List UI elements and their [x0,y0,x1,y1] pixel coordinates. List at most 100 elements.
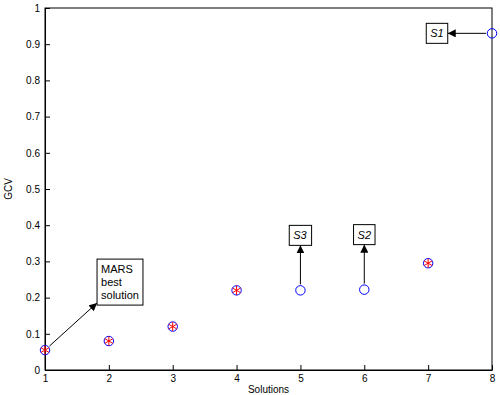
point [232,286,241,295]
y-tick: 0.7 [26,111,50,122]
point [360,285,369,294]
y-tick: 0.2 [26,292,50,303]
x-tick-mark [300,365,301,370]
annotation-box [289,225,311,245]
x-tick: 7 [426,365,432,384]
annotation-arrow [49,303,97,346]
y-tick: 0.8 [26,75,50,86]
x-axis: 1 2 3 4 5 6 7 8 [43,365,496,384]
x-tick-mark [109,365,110,370]
point [104,336,113,345]
x-tick-mark [364,365,365,370]
point [40,345,49,354]
annotations: MARSbestsolution S3 S2 S1 [49,23,486,346]
y-tick-label: 0.8 [26,75,40,86]
y-axis: 0 0.1 0.2 0.3 0.4 0.5 0.6 0.7 0.8 0.9 1 [26,3,50,376]
annotation-line: best [101,276,122,288]
y-axis-title: GCV [3,178,14,200]
x-tick-label: 1 [43,373,49,384]
y-tick-label: 0.1 [26,329,40,340]
x-tick-label: 4 [234,373,240,384]
y-tick-label: 0.3 [26,256,40,267]
annotation: S2 [354,225,375,284]
y-tick-mark [45,117,50,118]
x-tick-mark [428,365,429,370]
series [40,29,496,355]
marks [40,29,496,355]
x-tick-label: 5 [298,373,304,384]
annotation-arrow [300,245,301,284]
y-tick-mark [45,153,50,154]
x-tick-label: 8 [490,373,496,384]
x-tick-label: 7 [426,373,432,384]
x-tick: 2 [107,365,113,384]
chart: 1 2 3 4 5 6 7 8 0 0.1 0.2 0.3 0.4 0.5 0.6 0.7 0.8 0.9 1 MAR… [0,0,500,395]
x-tick-label: 3 [170,373,176,384]
y-tick: 0.1 [26,329,50,340]
y-tick-label: 0.5 [26,184,40,195]
annotation-text: S3 [293,229,307,241]
y-tick: 0.6 [26,148,50,159]
y-tick-mark [45,189,50,190]
y-tick-mark [45,261,50,262]
x-axis-title: Solutions [248,384,289,395]
point [424,259,432,268]
x-axis-line [46,370,493,371]
annotation-arrow [448,33,486,34]
point [41,345,49,354]
y-tick: 0.3 [26,256,50,267]
y-tick-mark [45,298,50,299]
x-tick: 6 [362,365,368,384]
y-tick-mark [45,44,50,45]
annotation-text: MARSbestsolution [101,263,139,301]
x-tick-mark [237,365,238,370]
y-tick-label: 0.4 [26,220,40,231]
y-tick-mark [45,370,50,371]
annotation-line: MARS [101,263,133,275]
y-tick-label: 1 [34,3,40,14]
x-tick-mark [492,365,493,370]
x-tick: 8 [490,365,496,384]
y-tick-label: 0 [34,365,40,376]
x-tick: 3 [170,365,176,384]
y-tick-label: 0.6 [26,148,40,159]
y-tick: 0 [34,365,50,376]
y-tick: 1 [34,3,50,14]
annotation-text: S2 [358,229,371,241]
x-tick-mark [173,365,174,370]
annotation-arrow [364,245,365,284]
series [41,259,432,355]
x-tick-label: 2 [107,373,113,384]
y-tick-label: 0.2 [26,292,40,303]
annotation: S1 [426,23,486,43]
point [168,322,177,331]
x-tick: 4 [234,365,240,384]
x-tick-label: 6 [362,373,368,384]
annotation-text: S1 [430,27,443,39]
point [487,29,496,38]
point [423,258,432,267]
point [296,286,305,295]
y-tick-label: 0.9 [26,39,40,50]
plot-frame [45,8,492,370]
y-tick: 0.4 [26,220,50,231]
x-tick: 5 [298,365,304,384]
annotation: S3 [289,225,311,284]
y-tick: 0.9 [26,39,50,50]
annotation-line: S1 [430,27,443,39]
y-tick-mark [45,8,50,9]
annotation: MARSbestsolution [49,259,143,346]
point [169,322,177,331]
annotation-line: S3 [293,229,307,241]
plot: 1 2 3 4 5 6 7 8 0 0.1 0.2 0.3 0.4 0.5 0.6 0.7 0.8 0.9 1 MAR… [26,3,497,384]
point [233,286,241,295]
annotation-box [97,259,143,305]
annotation-box [426,23,447,43]
annotation-box [354,225,375,245]
y-tick: 0.5 [26,184,50,195]
y-tick-label: 0.7 [26,111,40,122]
annotation-line: S2 [358,229,371,241]
point [105,336,113,345]
y-tick-mark [45,334,50,335]
y-tick-mark [45,80,50,81]
